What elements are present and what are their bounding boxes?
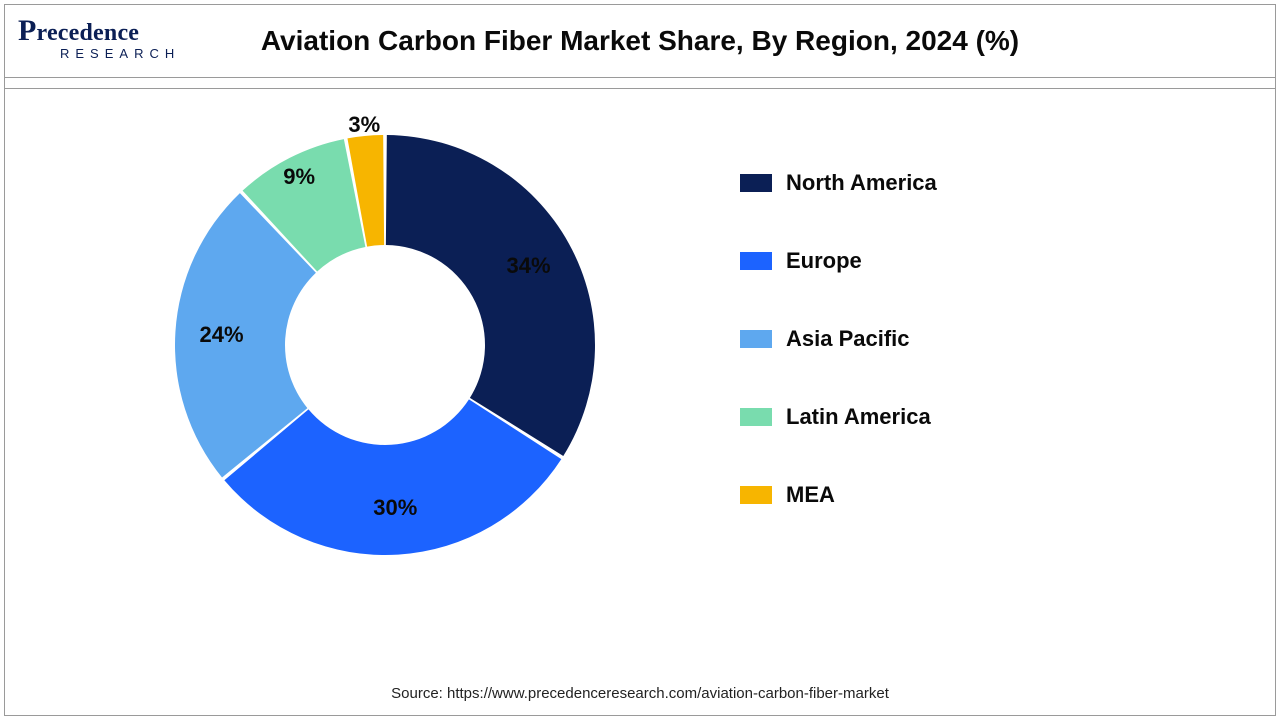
- source-line: Source: https://www.precedenceresearch.c…: [0, 685, 1280, 702]
- slice-label-europe: 30%: [373, 495, 417, 521]
- legend-label-latin_america: Latin America: [786, 404, 931, 430]
- slice-label-mea: 3%: [348, 112, 380, 138]
- legend-label-asia_pacific: Asia Pacific: [786, 326, 910, 352]
- legend-item-north_america: North America: [740, 170, 937, 196]
- legend-swatch-mea: [740, 486, 772, 504]
- legend-swatch-asia_pacific: [740, 330, 772, 348]
- legend-label-mea: MEA: [786, 482, 835, 508]
- legend-swatch-europe: [740, 252, 772, 270]
- legend-item-latin_america: Latin America: [740, 404, 937, 430]
- legend-item-europe: Europe: [740, 248, 937, 274]
- brand-logo: Precedence RESEARCH: [18, 14, 180, 61]
- brand-logo-top: Precedence: [18, 14, 180, 48]
- legend: North America Europe Asia Pacific Latin Ame…: [740, 170, 937, 508]
- legend-swatch-north_america: [740, 174, 772, 192]
- chart-title: Aviation Carbon Fiber Market Share, By R…: [4, 25, 1276, 57]
- donut-chart: 34%30%24%9%3%: [160, 120, 610, 570]
- slice-label-north_america: 34%: [507, 253, 551, 279]
- legend-item-mea: MEA: [740, 482, 937, 508]
- slice-label-asia_pacific: 24%: [199, 322, 243, 348]
- slice-north_america: [386, 135, 595, 456]
- legend-swatch-latin_america: [740, 408, 772, 426]
- brand-logo-bottom: RESEARCH: [18, 46, 180, 61]
- legend-label-north_america: North America: [786, 170, 937, 196]
- slice-label-latin_america: 9%: [283, 164, 315, 190]
- legend-label-europe: Europe: [786, 248, 862, 274]
- header-bar: Precedence RESEARCH Aviation Carbon Fibe…: [4, 4, 1276, 78]
- legend-item-asia_pacific: Asia Pacific: [740, 326, 937, 352]
